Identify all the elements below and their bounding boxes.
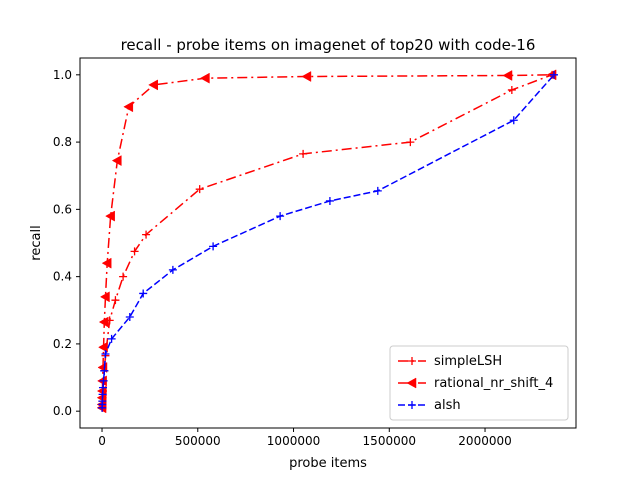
legend-item: simpleLSH: [398, 354, 502, 369]
legend-triangle-marker: [406, 377, 417, 389]
chart-title: recall - probe items on imagenet of top2…: [121, 36, 536, 54]
data-point-plus-marker: [168, 265, 177, 274]
x-tick-label: 1000000: [267, 434, 320, 448]
data-point-triangle-marker: [148, 79, 158, 91]
data-point-plus-marker: [107, 334, 116, 343]
x-axis-label: probe items: [289, 456, 367, 471]
data-point-triangle-marker: [111, 155, 122, 167]
x-tick-label: 1500000: [363, 434, 416, 448]
data-point-triangle-marker: [301, 71, 312, 82]
x-tick-label: 500000: [175, 434, 221, 448]
data-point-plus-marker: [209, 242, 218, 251]
legend-box: [389, 345, 569, 421]
y-tick-label: 0.2: [53, 337, 72, 351]
data-point-plus-marker: [276, 212, 285, 221]
legend-plus-marker: [408, 357, 416, 365]
data-point-triangle-marker: [123, 101, 134, 113]
y-axis: 0.0 0.2 0.4 0.6 0.8 1.0: [53, 68, 80, 418]
data-point-plus-marker: [325, 196, 334, 205]
data-point-plus-marker: [299, 149, 308, 158]
data-point-triangle-marker: [105, 210, 115, 222]
y-tick-label: 1.0: [53, 68, 72, 82]
data-point-triangle-marker: [99, 291, 110, 303]
data-point-triangle-marker: [199, 72, 210, 84]
x-tick-label: 2000000: [458, 434, 511, 448]
series-alsh: [98, 70, 558, 412]
data-point-plus-marker: [139, 289, 148, 298]
x-tick-label: 0: [98, 434, 106, 448]
data-point-plus-marker: [130, 247, 139, 256]
y-axis-label: recall: [29, 225, 44, 260]
y-tick-label: 0.8: [53, 135, 72, 149]
data-point-plus-marker: [99, 376, 108, 385]
y-tick-label: 0.4: [53, 270, 72, 284]
data-point-plus-marker: [111, 296, 120, 305]
y-tick-label: 0.6: [53, 202, 72, 216]
data-point-triangle-marker: [96, 392, 107, 404]
data-point-triangle-marker: [502, 70, 513, 81]
legend-plus-marker: [408, 401, 416, 409]
data-point-plus-marker: [406, 138, 415, 147]
legend-item: alsh: [398, 398, 461, 413]
x-axis: 0 500000 1000000 1500000 2000000: [98, 428, 512, 448]
legend-label: alsh: [434, 398, 461, 413]
data-point-triangle-marker: [101, 257, 112, 269]
data-point-plus-marker: [507, 85, 516, 94]
y-tick-label: 0.0: [53, 404, 72, 418]
data-point-plus-marker: [98, 390, 107, 399]
data-point-plus-marker: [549, 70, 558, 79]
data-point-plus-marker: [98, 383, 107, 392]
data-point-plus-marker: [101, 350, 110, 358]
data-point-plus-marker: [509, 116, 518, 125]
data-point-plus-marker: [98, 397, 107, 406]
data-point-plus-marker: [100, 366, 109, 375]
axes-frame: [79, 57, 577, 429]
data-point-plus-marker: [373, 186, 382, 195]
data-point-plus-marker: [142, 230, 151, 239]
legend-label: rational_nr_shift_4: [434, 376, 553, 391]
legend-item: rational_nr_shift_4: [398, 376, 553, 391]
data-point-triangle-marker: [98, 316, 109, 328]
plot-area: [96, 69, 558, 414]
data-point-plus-marker: [125, 313, 134, 321]
data-point-plus-marker: [195, 185, 204, 194]
data-point-plus-marker: [119, 272, 128, 281]
legend-label: simpleLSH: [434, 354, 502, 369]
